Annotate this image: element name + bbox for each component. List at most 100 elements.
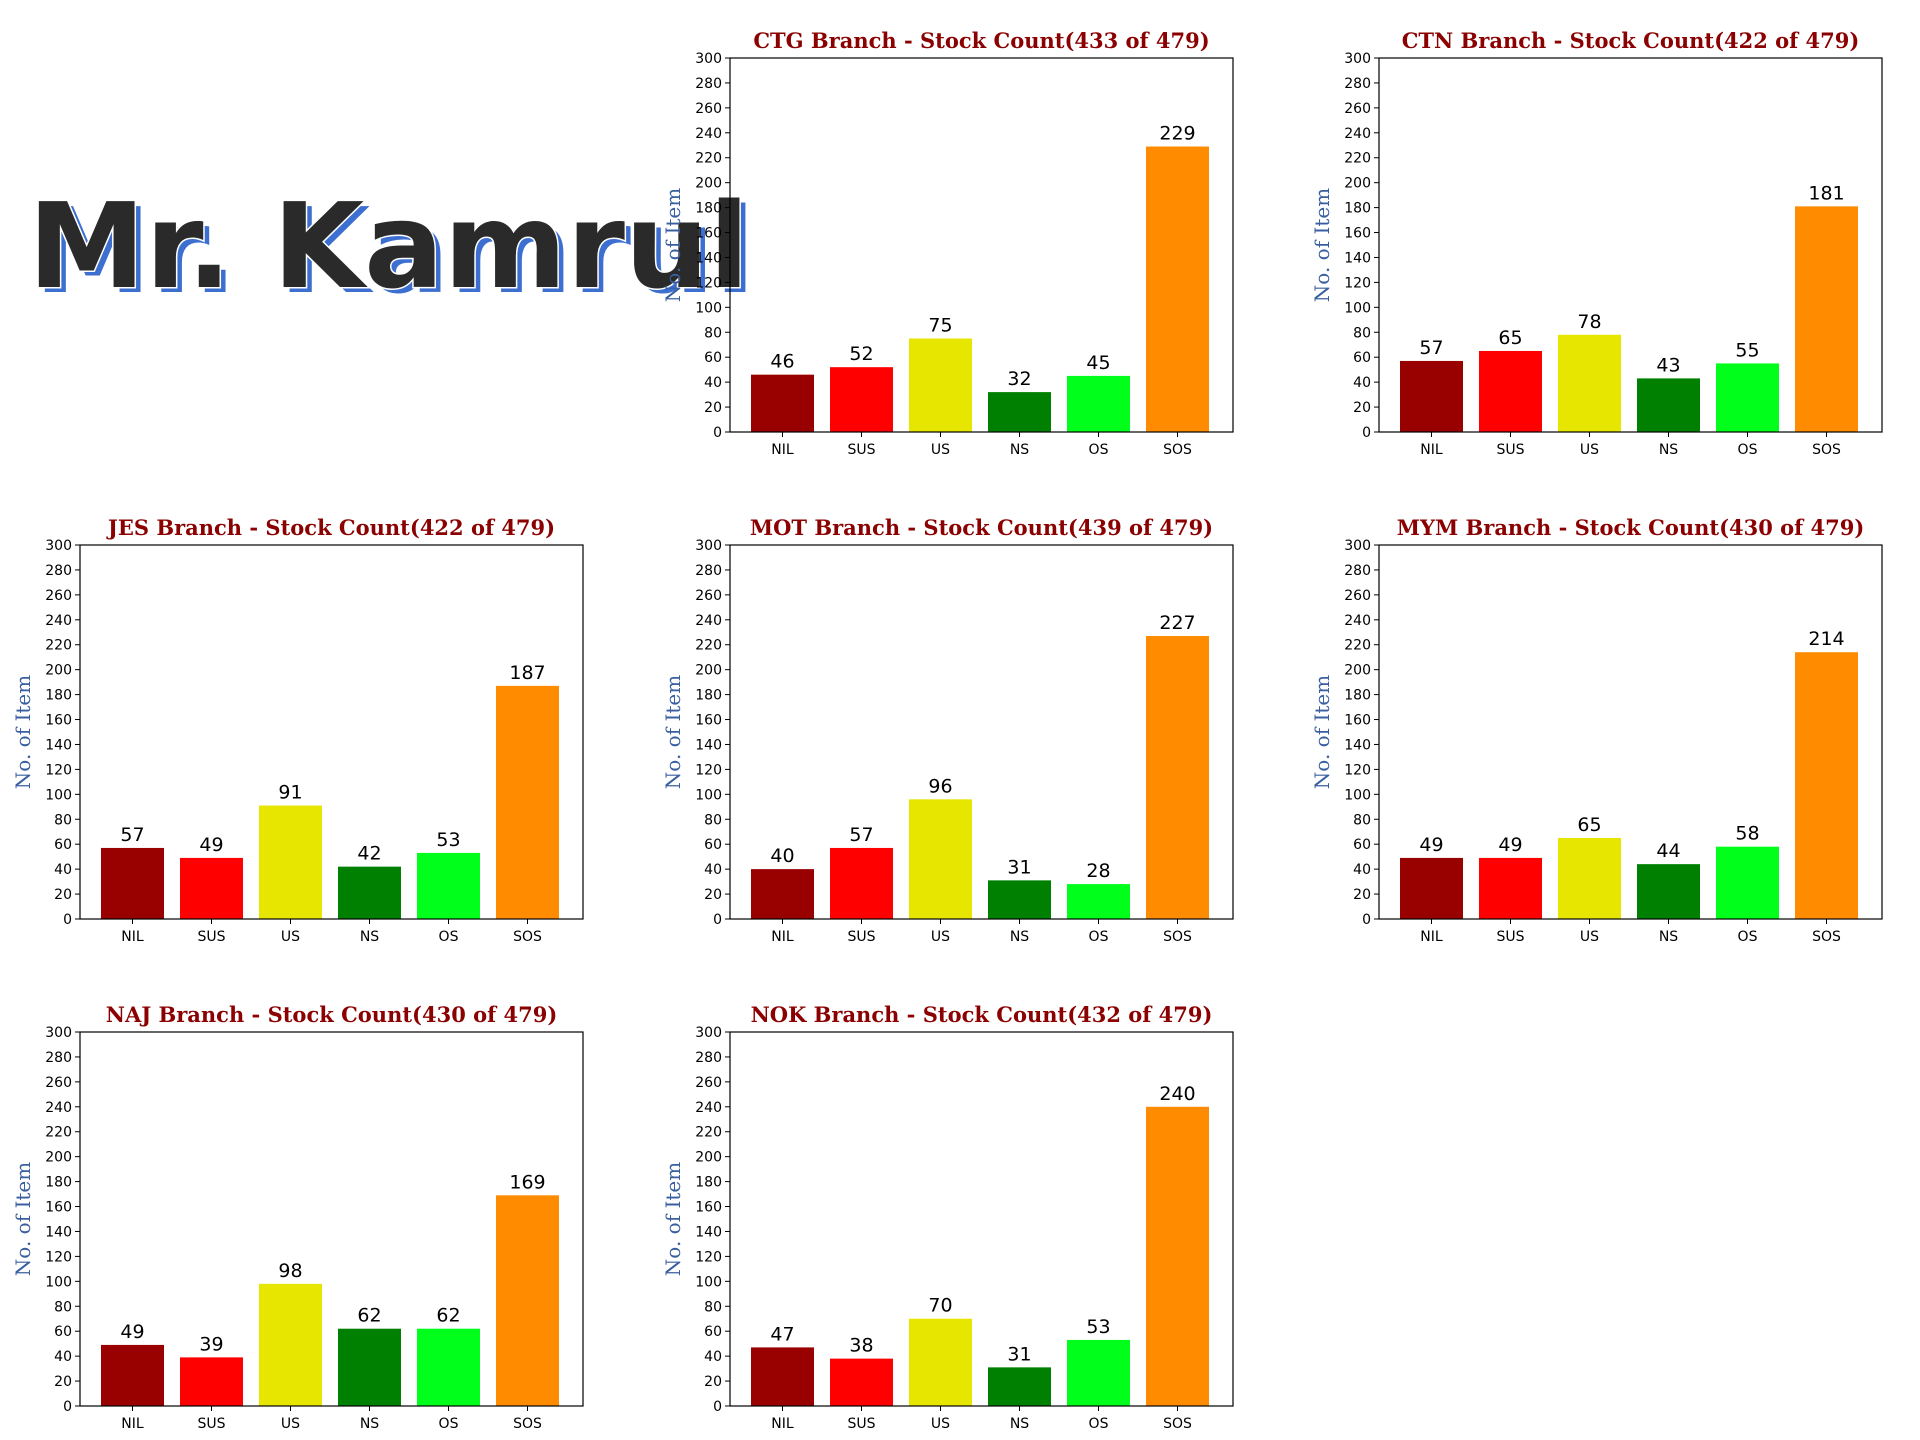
y-tick-label: 240: [1344, 613, 1371, 629]
x-tick-label: NIL: [1420, 929, 1443, 945]
y-tick-label: 200: [1344, 663, 1371, 679]
x-tick-label: SUS: [1496, 929, 1524, 945]
bar: [751, 1347, 814, 1406]
y-tick-label: 240: [1344, 126, 1371, 142]
y-tick-label: 40: [704, 375, 722, 391]
bar-value-label: 28: [1086, 860, 1110, 882]
y-tick-label: 180: [695, 201, 722, 217]
bar: [417, 852, 480, 919]
y-tick-label: 300: [1344, 538, 1371, 554]
bar-value-label: 62: [436, 1305, 460, 1327]
x-tick-label: NIL: [771, 442, 794, 458]
bar: [988, 880, 1051, 919]
x-tick-label: SOS: [1812, 929, 1841, 945]
y-tick-label: 80: [1353, 812, 1371, 828]
bar: [751, 374, 814, 432]
bar: [751, 869, 814, 919]
y-tick-label: 0: [63, 912, 72, 928]
x-tick-label: SUS: [847, 929, 875, 945]
bar: [830, 1358, 893, 1406]
plot-frame: [729, 57, 1234, 433]
x-tick-label: SOS: [1812, 442, 1841, 458]
y-tick-label: 40: [54, 1349, 72, 1365]
y-tick-label: 160: [45, 1200, 72, 1216]
bar-value-label: 62: [357, 1305, 381, 1327]
bar: [1558, 334, 1621, 432]
bar: [338, 1328, 401, 1406]
bar: [417, 1328, 480, 1406]
bar: [101, 1344, 164, 1406]
bar: [909, 1318, 972, 1406]
y-tick-label: 120: [695, 762, 722, 778]
y-tick-label: 160: [695, 1200, 722, 1216]
y-tick-label: 20: [54, 1374, 72, 1390]
y-tick-label: 0: [713, 912, 722, 928]
y-tick-label: 120: [695, 275, 722, 291]
bar-value-label: 98: [278, 1260, 302, 1282]
y-tick-label: 80: [704, 325, 722, 341]
x-tick-label: SUS: [847, 442, 875, 458]
x-tick-label: NS: [1010, 1416, 1029, 1432]
chart-title: MOT Branch - Stock Count(439 of 479): [750, 515, 1213, 540]
y-tick-label: 180: [1344, 688, 1371, 704]
y-tick-label: 140: [1344, 737, 1371, 753]
y-tick-label: 240: [45, 613, 72, 629]
x-tick-label: OS: [1738, 929, 1758, 945]
y-tick-label: 220: [695, 1125, 722, 1141]
bar: [830, 367, 893, 432]
bar: [988, 1367, 1051, 1406]
bar: [988, 392, 1051, 432]
x-tick-label: NIL: [121, 1416, 144, 1432]
y-tick-label: 200: [695, 1150, 722, 1166]
y-tick-label: 80: [704, 812, 722, 828]
chart-panel: CTN Branch - Stock Count(422 of 479) No. …: [1310, 28, 1883, 458]
y-tick-label: 180: [695, 688, 722, 704]
y-axis-label: No. of Item: [661, 675, 685, 789]
y-tick-label: 40: [704, 862, 722, 878]
chart-panel: JES Branch - Stock Count(422 of 479) No. …: [11, 515, 584, 945]
y-tick-label: 40: [54, 862, 72, 878]
y-tick-label: 120: [45, 1249, 72, 1265]
y-tick-label: 300: [695, 538, 722, 554]
y-tick-label: 220: [695, 151, 722, 167]
bar: [101, 847, 164, 919]
y-tick-label: 120: [1344, 762, 1371, 778]
y-tick-label: 140: [45, 1224, 72, 1240]
plot-frame: [79, 1031, 584, 1407]
x-tick-label: OS: [439, 1416, 459, 1432]
x-tick-label: NS: [1659, 442, 1678, 458]
bar-value-label: 49: [199, 834, 223, 856]
bar: [1716, 846, 1779, 919]
y-tick-label: 120: [1344, 275, 1371, 291]
y-tick-label: 180: [695, 1175, 722, 1191]
bar: [909, 338, 972, 432]
y-tick-label: 240: [695, 1100, 722, 1116]
x-tick-label: US: [1580, 929, 1599, 945]
bar: [1558, 837, 1621, 919]
y-tick-label: 200: [1344, 176, 1371, 192]
y-tick-label: 300: [45, 1025, 72, 1041]
plot-frame: [729, 544, 1234, 920]
bar-value-label: 39: [199, 1333, 223, 1355]
y-tick-label: 80: [704, 1299, 722, 1315]
x-tick-label: NS: [1010, 929, 1029, 945]
y-tick-label: 140: [695, 737, 722, 753]
y-axis-label: No. of Item: [1310, 675, 1334, 789]
y-tick-label: 160: [695, 226, 722, 242]
y-tick-label: 280: [1344, 563, 1371, 579]
bar: [830, 847, 893, 919]
y-tick-label: 40: [1353, 375, 1371, 391]
y-tick-label: 300: [45, 538, 72, 554]
bar: [1067, 884, 1130, 919]
y-tick-label: 260: [695, 101, 722, 117]
bar-value-label: 45: [1086, 352, 1110, 374]
chart-title: MYM Branch - Stock Count(430 of 479): [1397, 515, 1865, 540]
x-tick-label: NIL: [771, 929, 794, 945]
y-tick-label: 60: [1353, 837, 1371, 853]
bar-value-label: 44: [1656, 840, 1680, 862]
y-tick-label: 60: [704, 837, 722, 853]
y-tick-label: 80: [54, 1299, 72, 1315]
banner-shadow-text: Mr. Kamrul: [34, 182, 755, 320]
bar-value-label: 229: [1159, 123, 1195, 145]
